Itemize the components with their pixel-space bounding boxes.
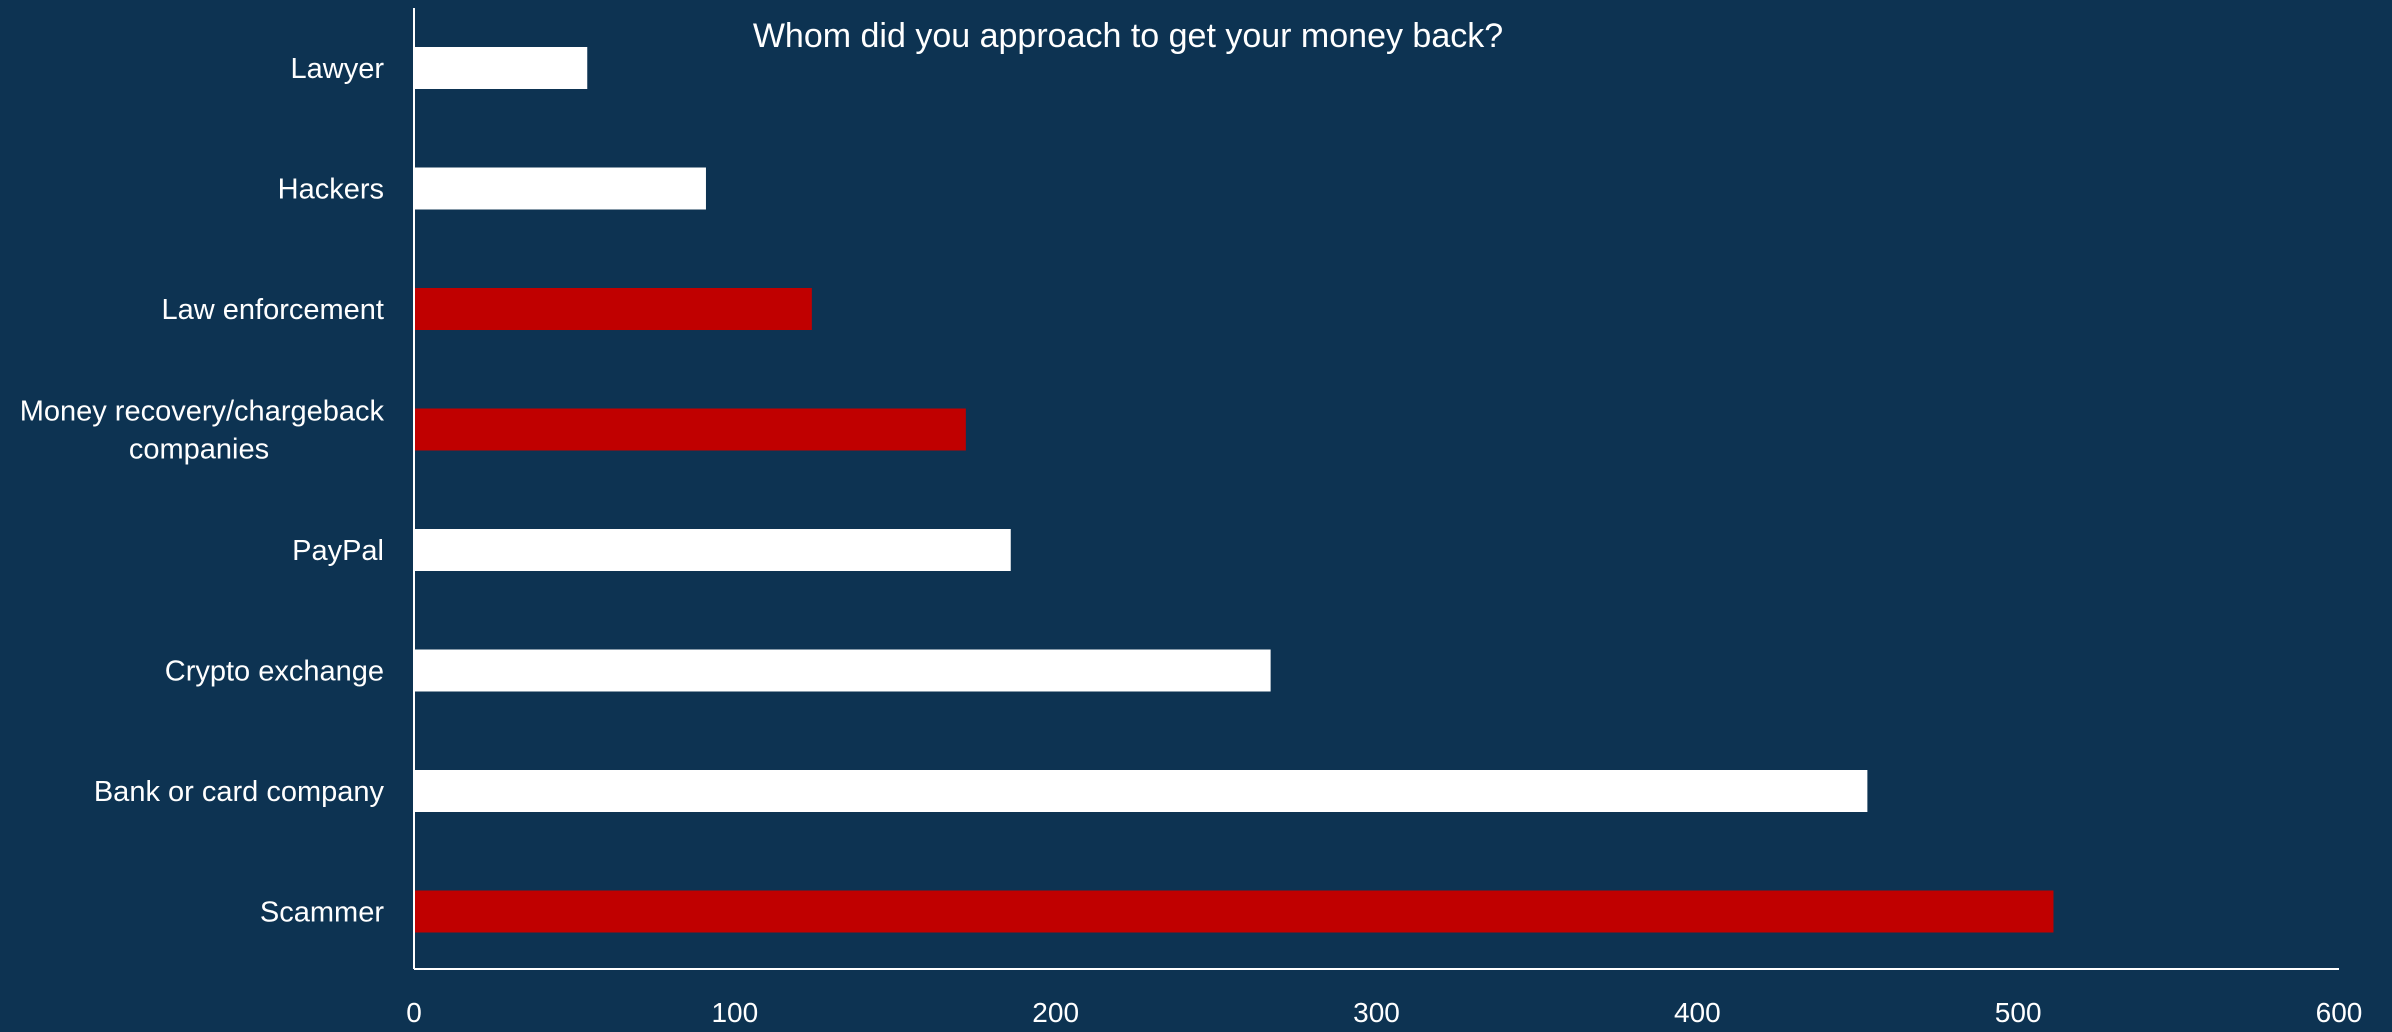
category-label-line: companies (129, 434, 269, 466)
x-tick-label-2: 200 (1032, 997, 1079, 1027)
category-label-1: Hackers (278, 174, 384, 206)
category-label-line: Crypto exchange (165, 656, 384, 688)
bar-4 (414, 529, 1011, 571)
bar-1 (414, 167, 706, 210)
x-tick-label-4: 400 (1674, 997, 1721, 1027)
category-label-2: Law enforcement (162, 294, 384, 326)
bar-2 (414, 288, 812, 330)
category-label-4: PayPal (292, 535, 384, 567)
category-label-line: Law enforcement (162, 294, 384, 326)
category-label-7: Scammer (260, 897, 384, 929)
bar-6 (414, 770, 1868, 812)
x-tick-label-3: 300 (1353, 997, 1400, 1027)
bars-group (414, 47, 2054, 933)
x-tick-label-0: 0 (406, 997, 422, 1027)
category-label-line: Lawyer (291, 53, 385, 85)
category-label-line: Money recovery/chargeback (20, 396, 385, 428)
category-label-line: Scammer (260, 897, 384, 929)
category-label-6: Bank or card company (94, 776, 385, 808)
category-label-0: Lawyer (291, 53, 385, 85)
category-label-line: Bank or card company (94, 776, 385, 808)
bar-0 (414, 47, 588, 89)
category-label-3: Money recovery/chargeback companies (20, 396, 385, 466)
category-label-5: Crypto exchange (165, 656, 384, 688)
x-tick-label-6: 600 (2316, 997, 2363, 1027)
bar-5 (414, 649, 1271, 692)
x-tick-labels-group: 0 100 200 300 400 500 600 (406, 997, 2363, 1028)
category-labels-group: Lawyer Hackers Law enforcement Money recove… (20, 53, 385, 929)
chart-title: Whom did you approach to get your money … (753, 17, 1503, 55)
x-tick-label-5: 500 (1995, 997, 2042, 1027)
bar-3 (414, 408, 966, 451)
x-tick-label-1: 100 (711, 997, 758, 1027)
category-label-line: PayPal (292, 535, 384, 567)
category-label-line: Hackers (278, 174, 384, 206)
bar-7 (414, 890, 2054, 933)
